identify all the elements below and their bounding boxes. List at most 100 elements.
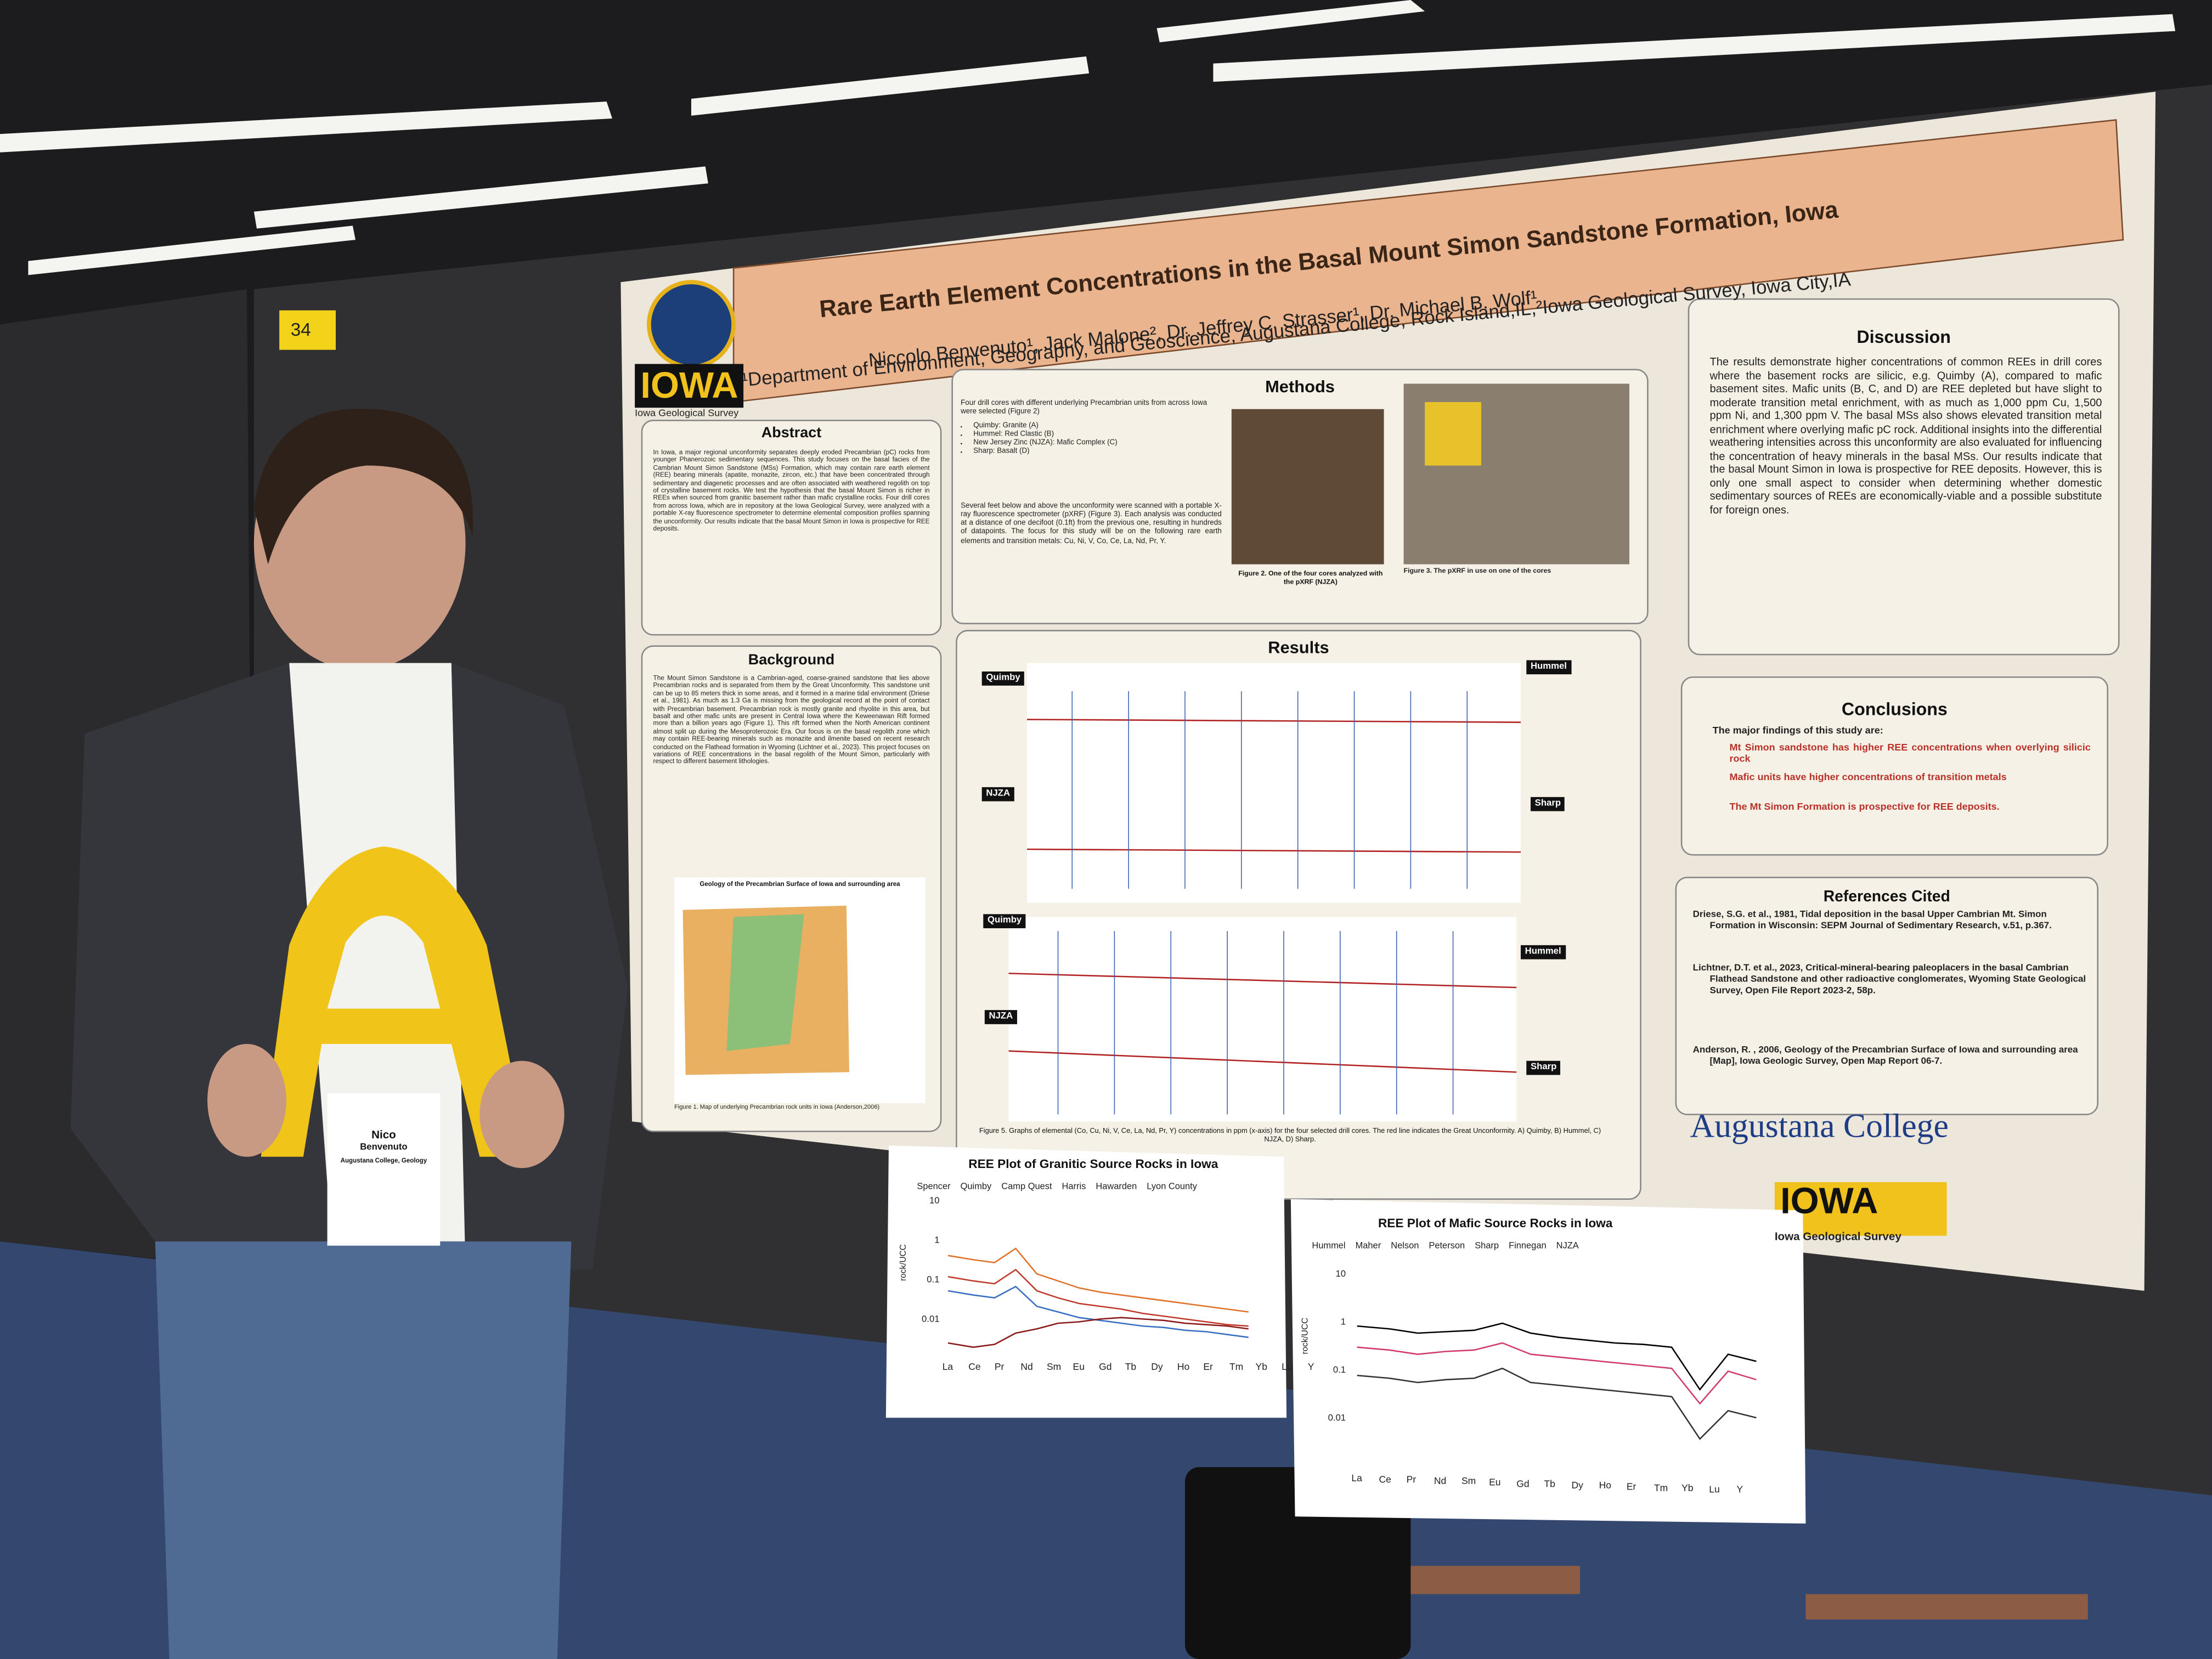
core-list: Quimby: Granite (A)Hummel: Red Clastic (… [961, 422, 1234, 456]
light [253, 166, 708, 229]
legend-entry: Maher [1355, 1241, 1381, 1251]
x-tick-label: Tm [1229, 1362, 1244, 1373]
results-panel-label: Sharp [1530, 797, 1565, 811]
core-item: Sharp: Basalt (D) [973, 448, 1234, 456]
x-tick-label: Y [1307, 1362, 1314, 1373]
y-tick-label: 0.01 [1328, 1413, 1346, 1424]
mafic-lines [1357, 1322, 1757, 1440]
section-heading: Results [1268, 637, 1329, 658]
x-tick-label: Eu [1073, 1362, 1085, 1373]
section-heading: Abstract [761, 424, 822, 442]
x-tick-label: La [1351, 1474, 1362, 1485]
y-axis-label: rock/UCC [900, 1244, 909, 1281]
badge-name: Nico [371, 1128, 396, 1142]
x-tick-label: Gd [1516, 1479, 1530, 1489]
plot-line [1357, 1322, 1757, 1391]
conclusions-intro: The major findings of this study are: [1712, 726, 1883, 737]
jeans [155, 1241, 572, 1659]
core-item: Quimby: Granite (A) [973, 422, 1234, 431]
legend-entry: Harris [1062, 1182, 1086, 1192]
plot-line [1357, 1367, 1757, 1440]
plot-line [947, 1268, 1249, 1327]
hand [479, 1060, 565, 1169]
conclusion-item: Mafic units have higher concentrations o… [1729, 773, 2007, 783]
x-tick-label: Er [1203, 1362, 1213, 1373]
y-axis-label: rock/UCC [1302, 1317, 1311, 1355]
results-panel-label: Hummel [1520, 945, 1566, 959]
light [28, 225, 356, 275]
augustana-a-sign [261, 846, 529, 1157]
x-tick-label: Eu [1489, 1478, 1501, 1488]
hair [253, 408, 473, 565]
section-heading: Conclusions [1841, 699, 1948, 720]
carpet-stripe [1805, 1594, 2088, 1620]
legend-entry: Nelson [1391, 1241, 1419, 1251]
results-graphs-top [1026, 663, 1521, 903]
carpet-pattern [1382, 1566, 2088, 1620]
abstract-panel [641, 419, 942, 636]
legend-entry: NJZA [1556, 1241, 1579, 1251]
y-tick-label: 1 [1340, 1317, 1346, 1328]
ceiling-lights [0, 0, 2176, 275]
light [691, 56, 1090, 116]
legend-entry: Hawarden [1096, 1182, 1137, 1192]
results-graphs-bottom [1008, 917, 1517, 1122]
results-panel-label: Sharp [1526, 1060, 1561, 1075]
section-heading: Discussion [1857, 327, 1951, 347]
plot-title: REE Plot of Mafic Source Rocks in Iowa [1378, 1216, 1613, 1231]
unconformity-lines [1008, 719, 1521, 1073]
x-tick-label: Pr [1406, 1476, 1417, 1486]
x-tick-label: Ho [1599, 1481, 1612, 1492]
map-title: Geology of the Precambrian Surface of Io… [699, 880, 900, 888]
discussion-panel [1688, 298, 2120, 656]
plot-line [947, 1317, 1249, 1348]
references-panel [1675, 877, 2098, 1115]
legend-entry: Sharp [1475, 1241, 1499, 1251]
background-text: The Mount Simon Sandstone is a Cambrian-… [653, 674, 930, 765]
x-tick-label: Tb [1544, 1480, 1555, 1490]
x-tick-label: Yb [1681, 1484, 1694, 1494]
legend-entry: Hummel [1312, 1241, 1346, 1251]
section-heading: Background [748, 651, 835, 669]
plot-line [947, 1285, 1249, 1338]
plot-paper-granitic [885, 1145, 1287, 1418]
x-tick-label: Yb [1255, 1362, 1267, 1373]
x-tick-label: Dy [1151, 1362, 1163, 1373]
legend-entry: Quimby [960, 1182, 992, 1192]
red-line [1026, 848, 1521, 853]
iowa-logo: IOWA [1780, 1179, 1878, 1222]
x-tick-label: Ho [1177, 1362, 1190, 1373]
plot-line [1357, 1342, 1757, 1405]
carpet-stripe [1382, 1566, 1580, 1594]
light [1213, 14, 2176, 82]
legend-entry: Peterson [1429, 1241, 1465, 1251]
map-rift [726, 914, 804, 1051]
figure-caption: Figure 3. The pXRF in use on one of the … [1403, 568, 1551, 576]
name-badge [327, 1093, 441, 1246]
x-tick-label: Ce [1379, 1475, 1391, 1485]
pxrf-device [1425, 402, 1481, 466]
booth-number: 34 [290, 319, 311, 340]
legend: Spencer Quimby Camp Quest Harris Hawarden Lyo… [917, 1182, 1197, 1193]
iowa-logo: IOWA [635, 364, 744, 408]
x-tick-label: Pr [994, 1362, 1005, 1373]
red-line [1026, 719, 1521, 723]
red-line [1008, 972, 1517, 989]
results-traces [1057, 691, 1468, 1115]
core-photo [1231, 409, 1384, 565]
hand [207, 1043, 286, 1157]
x-tick-label: Sm [1046, 1362, 1062, 1373]
methods-intro: Four drill cores with different underlyi… [961, 399, 1207, 416]
discussion-text: The results demonstrate higher concentra… [1709, 355, 2102, 516]
x-tick-label: Er [1626, 1482, 1637, 1493]
x-tick-label: Sm [1461, 1477, 1476, 1488]
x-tick-label: Ce [968, 1362, 981, 1373]
conclusions-panel [1680, 676, 2108, 856]
booth-sign [279, 310, 336, 350]
y-tick-label: 0.01 [922, 1314, 940, 1325]
figure-caption: Figure 2. One of the four cores analyzed… [1238, 571, 1383, 586]
iowa-logo-bg [1774, 1182, 1947, 1236]
results-panel-label: Hummel [1526, 660, 1571, 674]
